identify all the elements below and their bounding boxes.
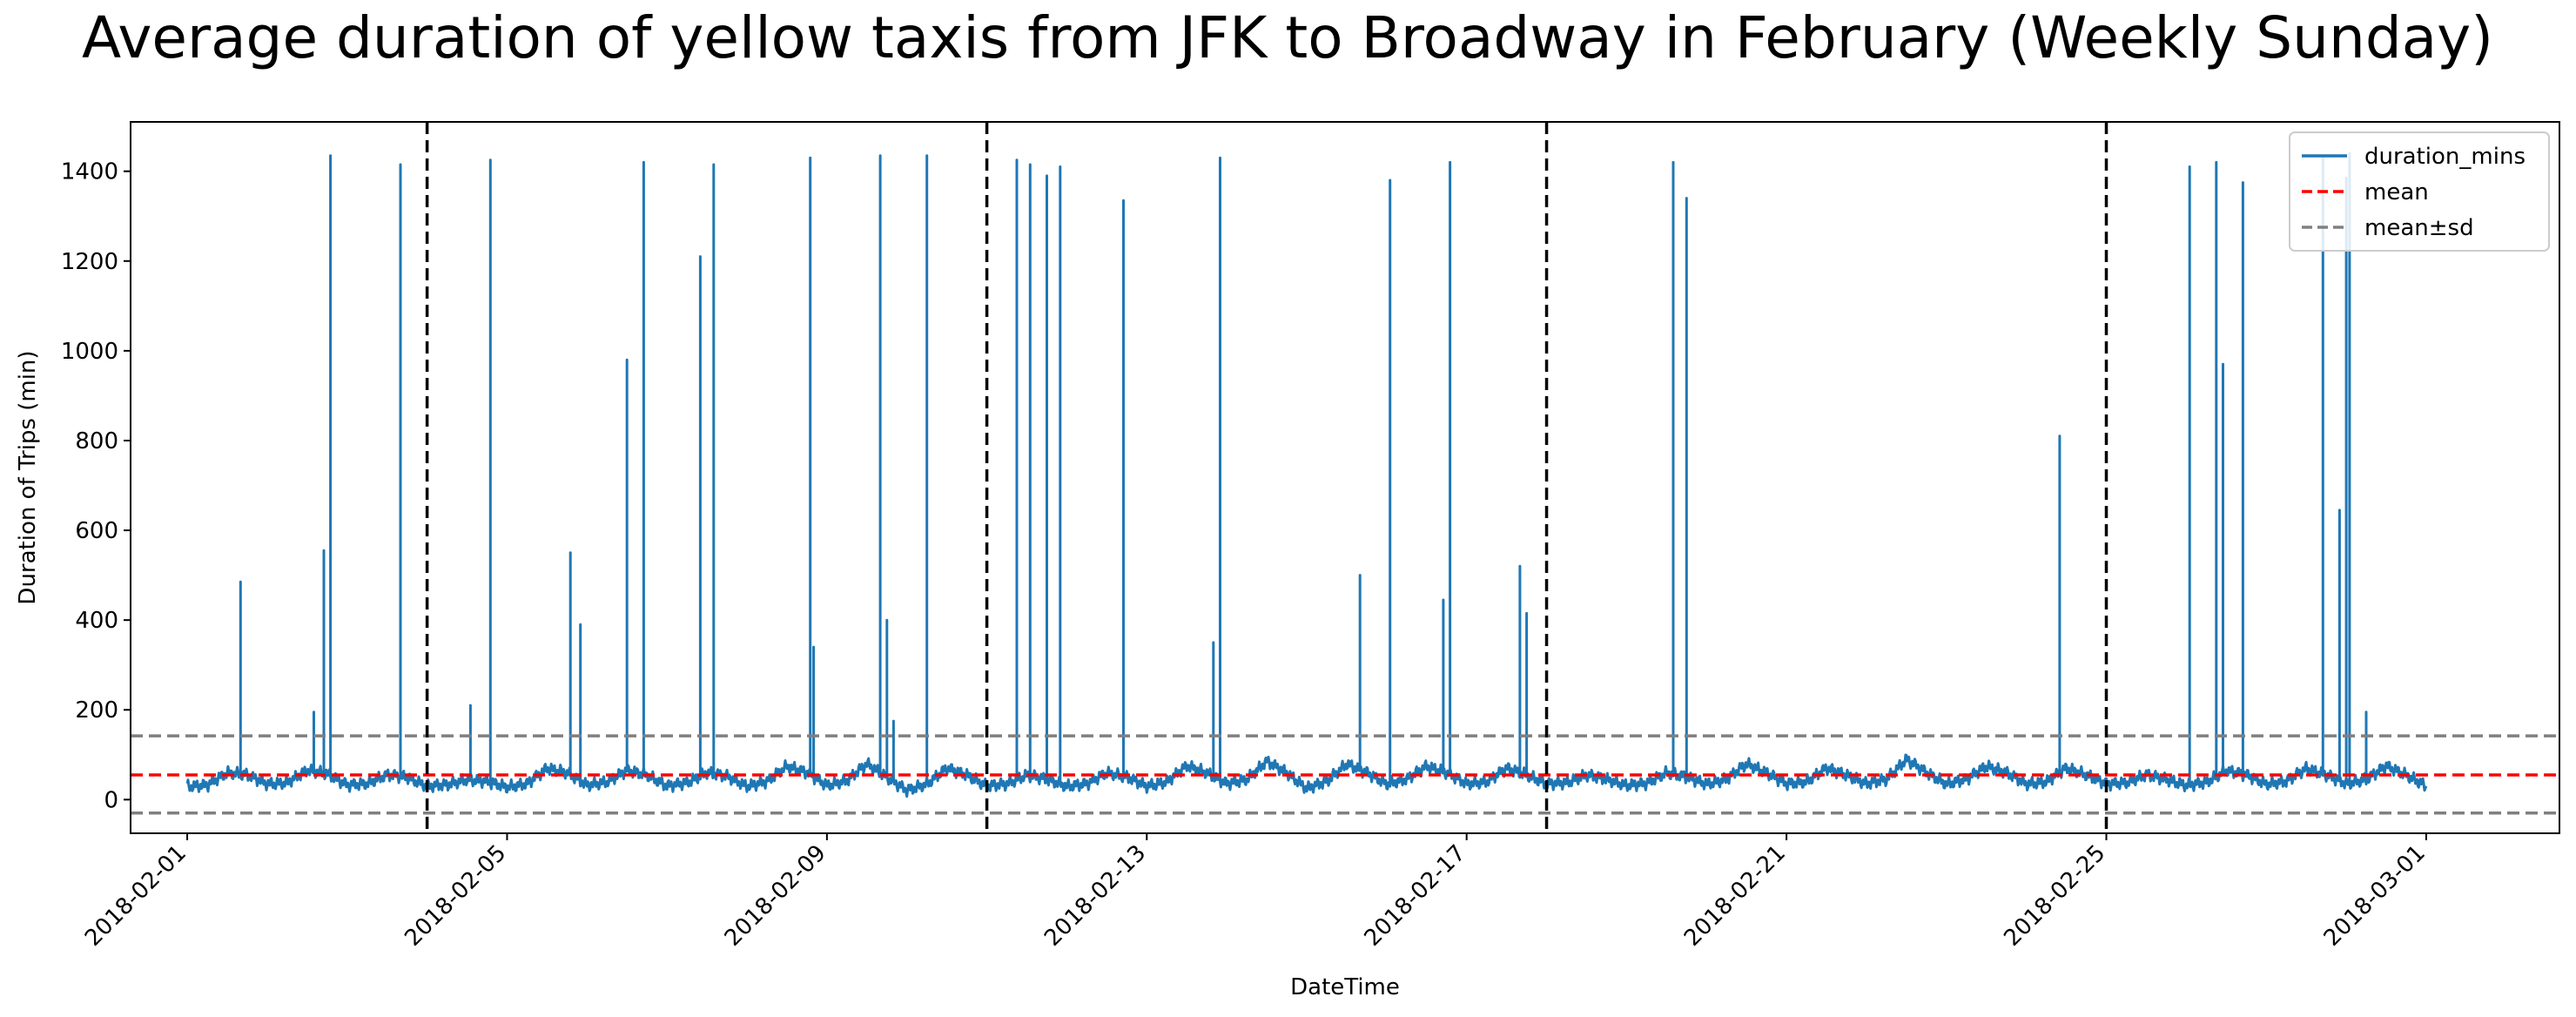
legend-box bbox=[2289, 131, 2550, 252]
y-axis-title: Duration of Trips (min) bbox=[15, 350, 41, 604]
legend-label: duration_mins bbox=[2364, 144, 2526, 170]
x-axis-title: DateTime bbox=[1290, 974, 1400, 1000]
y-tick-label: 1000 bbox=[61, 339, 118, 365]
x-tick-label: 2018-02-05 bbox=[400, 840, 511, 952]
y-tick-label: 600 bbox=[75, 518, 118, 544]
y-tick-label: 0 bbox=[104, 787, 118, 813]
chart-title: Average duration of yellow taxis from JF… bbox=[82, 4, 2493, 71]
legend-label: mean bbox=[2364, 179, 2429, 205]
y-tick-label: 400 bbox=[75, 608, 118, 634]
x-tick-label: 2018-02-01 bbox=[80, 840, 192, 952]
legend-label: mean±sd bbox=[2364, 215, 2474, 241]
x-tick-label: 2018-02-25 bbox=[1999, 840, 2110, 952]
plot-frame bbox=[130, 121, 2560, 834]
y-tick-label: 1400 bbox=[61, 159, 118, 185]
y-tick-label: 800 bbox=[75, 428, 118, 455]
plot-area bbox=[131, 122, 2559, 833]
x-tick-label: 2018-02-17 bbox=[1360, 840, 1471, 952]
x-tick-label: 2018-03-01 bbox=[2319, 840, 2431, 952]
x-tick-label: 2018-02-13 bbox=[1039, 840, 1151, 952]
y-tick-label: 200 bbox=[75, 697, 118, 724]
x-tick-label: 2018-02-21 bbox=[1679, 840, 1791, 952]
x-tick-label: 2018-02-09 bbox=[720, 840, 831, 952]
series-line-duration-mins bbox=[185, 152, 2428, 798]
y-tick-label: 1200 bbox=[61, 249, 118, 275]
